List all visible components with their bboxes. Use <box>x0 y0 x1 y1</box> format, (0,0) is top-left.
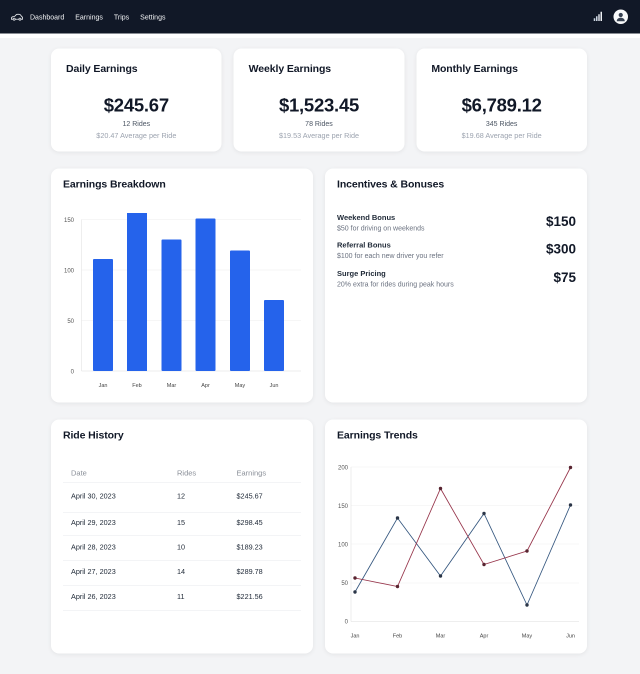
svg-text:150: 150 <box>64 218 75 224</box>
svg-text:0: 0 <box>345 620 349 626</box>
svg-text:Feb: Feb <box>393 634 402 640</box>
svg-text:0: 0 <box>71 370 75 376</box>
svg-text:May: May <box>235 383 246 389</box>
svg-text:May: May <box>522 634 533 640</box>
svg-text:200: 200 <box>338 466 349 472</box>
svg-text:Jan: Jan <box>99 383 108 389</box>
svg-text:150: 150 <box>338 504 349 510</box>
svg-text:Apr: Apr <box>201 383 210 389</box>
svg-text:100: 100 <box>64 269 75 275</box>
svg-text:Mar: Mar <box>436 634 446 640</box>
svg-text:Feb: Feb <box>132 383 141 389</box>
svg-text:Jun: Jun <box>270 383 279 389</box>
svg-text:Mar: Mar <box>167 383 177 389</box>
svg-text:Jan: Jan <box>351 634 360 640</box>
svg-text:Jun: Jun <box>566 634 575 640</box>
svg-text:50: 50 <box>341 581 348 587</box>
svg-text:Apr: Apr <box>480 634 489 640</box>
svg-text:100: 100 <box>338 543 349 549</box>
svg-text:50: 50 <box>67 319 74 325</box>
